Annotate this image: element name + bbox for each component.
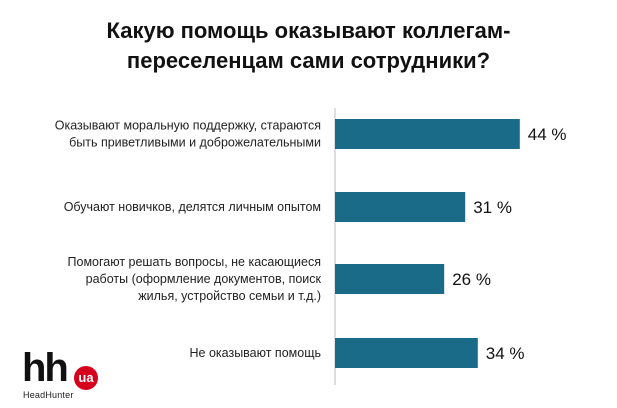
logo-badge: ua	[74, 366, 98, 390]
bar-1	[335, 119, 520, 149]
bar-2	[335, 192, 466, 222]
chart-title-line-2: переселенцам сами сотрудники?	[126, 48, 491, 73]
value-label-4: 34 %	[486, 344, 525, 363]
logo-mark: hh	[22, 346, 69, 390]
category-label-2: Обучают новичков, делятся личным опытом	[64, 200, 321, 214]
value-label-2: 31 %	[473, 198, 512, 217]
logo-subtitle: HeadHunter	[23, 390, 74, 400]
value-label-1: 44 %	[528, 125, 567, 144]
category-label-1: Оказывают моральную поддержку, стараются…	[55, 119, 321, 150]
category-label-3: Помогают решать вопросы, не касающиеся ра…	[68, 255, 322, 303]
headhunter-logo: hh ua HeadHunter	[22, 346, 132, 402]
bar-3	[335, 264, 445, 294]
chart-title-line-1: Какую помощь оказывают коллегам-	[106, 18, 511, 43]
bar-4	[335, 338, 478, 368]
chart-title: Какую помощь оказывают коллегам- пересел…	[0, 16, 617, 76]
category-label-4: Не оказывают помощь	[190, 346, 322, 360]
value-label-3: 26 %	[452, 270, 491, 289]
